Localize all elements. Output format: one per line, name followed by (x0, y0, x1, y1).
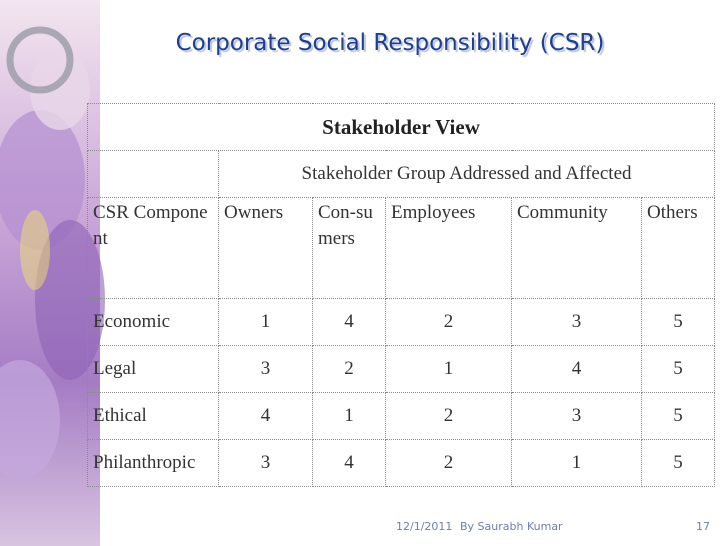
row-label: Economic (87, 298, 219, 346)
row-label: Legal (87, 345, 219, 393)
cell: 4 (312, 439, 386, 487)
cell: 3 (511, 298, 642, 346)
cell: 1 (218, 298, 313, 346)
cell: 4 (511, 345, 642, 393)
cell: 1 (511, 439, 642, 487)
table-row: Ethical 4 1 2 3 5 (87, 392, 716, 440)
column-header: Employees (385, 197, 512, 299)
cell: 4 (312, 298, 386, 346)
cell: 5 (640, 392, 716, 440)
table-body: Stakeholder View Stakeholder Group Addres… (86, 103, 716, 487)
cell: 2 (385, 439, 512, 487)
cell: 1 (385, 345, 512, 393)
caption-row: Stakeholder View (86, 103, 716, 151)
cell: 2 (385, 298, 512, 346)
slide-title: Corporate Social Responsibility (CSR) (175, 30, 605, 56)
column-header: Community (511, 197, 642, 299)
row-label: Ethical (87, 392, 219, 440)
column-header: Owners (218, 197, 313, 299)
group-row: Stakeholder Group Addressed and Affected (87, 150, 716, 198)
cell: 3 (511, 392, 642, 440)
column-header: CSR Component (87, 197, 219, 299)
stakeholder-table: Stakeholder View Stakeholder Group Addres… (86, 103, 716, 487)
cell: 3 (218, 439, 313, 487)
cell: 1 (312, 392, 386, 440)
row-label: Philanthropic (87, 439, 219, 487)
cell: 5 (640, 345, 716, 393)
footer-author: By Saurabh Kumar (460, 520, 563, 533)
table-row: Economic 1 4 2 3 5 (87, 298, 716, 346)
cell: 2 (312, 345, 386, 393)
group-header: Stakeholder Group Addressed and Affected (217, 150, 716, 198)
cell: 5 (640, 298, 716, 346)
footer-date: 12/1/2011 (396, 520, 453, 533)
table-row: Legal 3 2 1 4 5 (87, 345, 716, 393)
table-row: Philanthropic 3 4 2 1 5 (87, 439, 716, 487)
header-row: CSR Component Owners Con-sumers Employees Co… (87, 197, 716, 299)
cell: 3 (218, 345, 313, 393)
blank-cell (87, 150, 219, 198)
table-caption: Stakeholder View (86, 103, 716, 151)
cell: 2 (385, 392, 512, 440)
footer-page: 17 (696, 520, 710, 533)
column-header: Con-sumers (312, 197, 386, 299)
cell: 5 (640, 439, 716, 487)
cell: 4 (218, 392, 313, 440)
column-header: Others (640, 197, 716, 299)
